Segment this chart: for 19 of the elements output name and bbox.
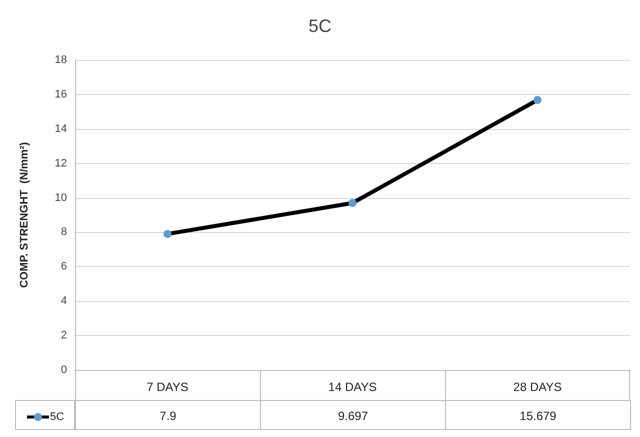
x-tick-label: 28 DAYS [513, 380, 562, 394]
x-tick-label: 7 DAYS [146, 380, 188, 394]
y-tick-label: 4 [60, 295, 67, 308]
x-tick-label: 14 DAYS [328, 380, 377, 394]
y-tick-label: 16 [54, 88, 67, 100]
y-tick-label: 8 [60, 226, 67, 238]
y-tick-label: 10 [54, 192, 67, 204]
y-tick-label: 12 [54, 157, 67, 170]
y-tick-label: 0 [60, 364, 67, 376]
legend-label: 5C [50, 411, 64, 423]
y-tick-label: 2 [60, 330, 67, 342]
y-axis-title: COMP. STRENGHT (N/mm²) [18, 142, 30, 288]
data-label: 15.679 [445, 400, 631, 430]
y-tick-label: 6 [60, 260, 67, 273]
chart-title: 5C [308, 16, 332, 36]
y-tick-label: 18 [54, 54, 67, 66]
y-tick-label: 14 [54, 122, 67, 135]
data-label: 9.697 [260, 400, 446, 430]
data-label: 7.9 [75, 400, 261, 430]
